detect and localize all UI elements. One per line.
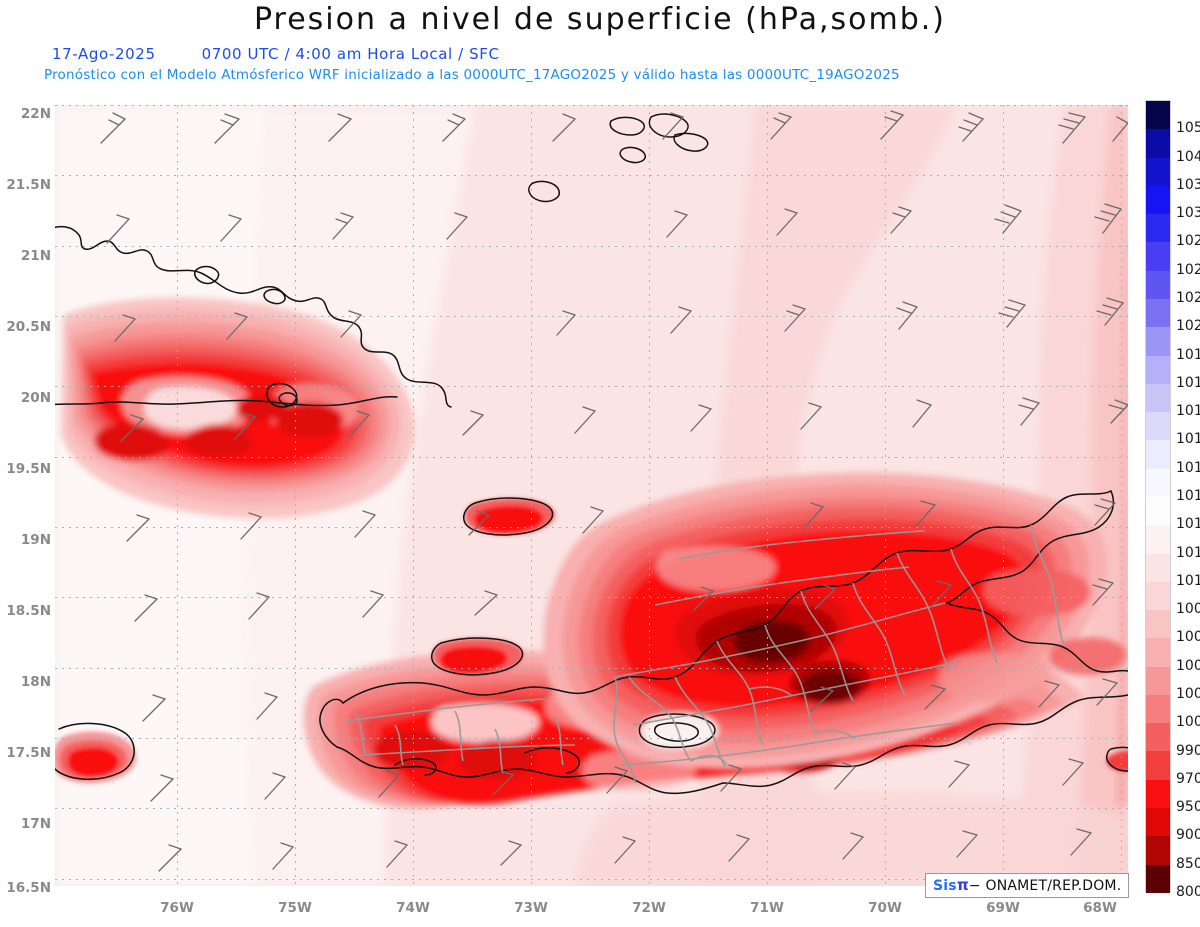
colorbar-tick: 1004 — [1176, 657, 1200, 674]
colorbar-tick: 1012 — [1176, 544, 1200, 561]
colorbar-tick: 1014 — [1176, 488, 1200, 504]
forecast-datetime-line: 17-Ago-2025 0700 UTC / 4:00 am Hora Local… — [52, 45, 500, 63]
colorbar-segment — [1146, 468, 1170, 497]
colorbar-segment — [1146, 214, 1170, 243]
colorbar-segment — [1146, 723, 1170, 752]
colorbar-segment — [1146, 298, 1170, 328]
colorbar-tick: 800 — [1176, 884, 1200, 900]
lat-label: 17N — [20, 816, 51, 832]
logo-sis-text: Sis — [933, 878, 957, 894]
colorbar-tick: 1010 — [1176, 572, 1200, 589]
colorbar-tick: 1022 — [1176, 290, 1200, 306]
colorbar-tick: 1013 — [1176, 516, 1200, 533]
lat-label: 17.5N — [6, 745, 51, 761]
page-title: Presion a nivel de superficie (hPa,somb.… — [253, 2, 947, 37]
colorbar-segment — [1146, 440, 1170, 469]
colorbar-tick: 970 — [1176, 770, 1200, 787]
colorbar-segment — [1146, 864, 1170, 893]
lon-label: 69W — [986, 900, 1020, 916]
colorbar-segment — [1146, 836, 1170, 865]
colorbar-segment — [1146, 496, 1170, 526]
lat-label: 19N — [20, 532, 51, 548]
colorbar-tick: 1017 — [1176, 403, 1200, 420]
colorbar-tick: 1035 — [1176, 176, 1200, 193]
colorbar-tick: 900 — [1176, 827, 1200, 844]
model-description-line: Pronóstico con el Modelo Atmósferico WRF… — [44, 67, 900, 83]
colorbar-tick: 1028 — [1176, 233, 1200, 250]
lat-label: 21N — [20, 248, 51, 264]
forecast-date: 17-Ago-2025 — [52, 45, 156, 63]
lat-label: 20N — [20, 390, 51, 406]
colorbar-segment — [1146, 553, 1170, 582]
lon-label: 68W — [1083, 900, 1117, 916]
forecast-time: 0700 UTC / 4:00 am Hora Local / SFC — [201, 45, 500, 63]
colorbar-segment — [1146, 185, 1170, 215]
colorbar-tick: 1030 — [1176, 205, 1200, 222]
agency-logo-badge: Sisπ− ONAMET/REP.DOM. — [925, 873, 1130, 898]
pressure-colorbar[interactable] — [1145, 100, 1171, 893]
colorbar-segment — [1146, 327, 1170, 356]
colorbar-segment — [1146, 129, 1170, 158]
lat-label: 18.5N — [6, 603, 51, 619]
lat-label: 19.5N — [6, 461, 51, 477]
lat-label: 21.5N — [6, 177, 51, 193]
colorbar-segment — [1146, 270, 1170, 299]
colorbar-tick: 1025 — [1176, 261, 1200, 278]
lon-label: 72W — [632, 900, 666, 916]
colorbar-tick: 1006 — [1176, 629, 1200, 646]
logo-pi-symbol: π — [956, 876, 969, 894]
map-plot-area[interactable] — [55, 105, 1128, 886]
latitude-axis: 22N 21.5N 21N 20.5N 20N 19.5N 19N 18.5N … — [0, 0, 55, 927]
admin-boundary-layer — [344, 524, 1064, 784]
colorbar-tick: 1008 — [1176, 601, 1200, 618]
wind-barb-layer — [100, 110, 1128, 872]
lon-label: 71W — [750, 900, 784, 916]
colorbar-segment — [1146, 666, 1170, 695]
colorbar-tick: 850 — [1176, 855, 1200, 872]
colorbar-segment — [1146, 779, 1170, 809]
lon-label: 76W — [160, 900, 194, 916]
colorbar-segment — [1146, 242, 1170, 271]
lon-label: 74W — [396, 900, 430, 916]
colorbar-tick: 990 — [1176, 742, 1200, 759]
colorbar-tick: 1018 — [1176, 374, 1200, 391]
colorbar-segment — [1146, 581, 1170, 611]
colorbar-segment — [1146, 610, 1170, 639]
colorbar-segment — [1146, 694, 1170, 724]
colorbar-tick: 1019 — [1176, 346, 1200, 363]
colorbar-segment — [1146, 525, 1170, 554]
colorbar-tick: 1050 — [1176, 120, 1200, 137]
lat-label: 18N — [20, 674, 51, 690]
colorbar-segment — [1146, 157, 1170, 186]
lat-label: 20.5N — [6, 319, 51, 335]
colorbar-segment — [1146, 101, 1170, 130]
colorbar-tick: 950 — [1176, 799, 1200, 816]
colorbar-tick: 1000 — [1176, 714, 1200, 731]
colorbar-tick: 1015 — [1176, 459, 1200, 476]
colorbar-segment — [1146, 383, 1170, 413]
colorbar-tick: 1020 — [1176, 318, 1200, 335]
colorbar-segment — [1146, 808, 1170, 837]
lon-label: 75W — [278, 900, 312, 916]
colorbar-tick: 1040 — [1176, 148, 1200, 165]
pressure-shading-layer — [55, 105, 1128, 886]
colorbar-segment — [1146, 355, 1170, 384]
lon-label: 70W — [868, 900, 902, 916]
colorbar-segment — [1146, 412, 1170, 441]
colorbar-segment — [1146, 751, 1170, 780]
colorbar-tick: 1002 — [1176, 686, 1200, 702]
colorbar-segment — [1146, 638, 1170, 667]
lat-label: 16.5N — [6, 880, 51, 896]
logo-agency-text: − ONAMET/REP.DOM. — [968, 878, 1122, 894]
colorbar-tick: 1016 — [1176, 431, 1200, 448]
lat-label: 22N — [20, 106, 51, 122]
lon-label: 73W — [514, 900, 548, 916]
